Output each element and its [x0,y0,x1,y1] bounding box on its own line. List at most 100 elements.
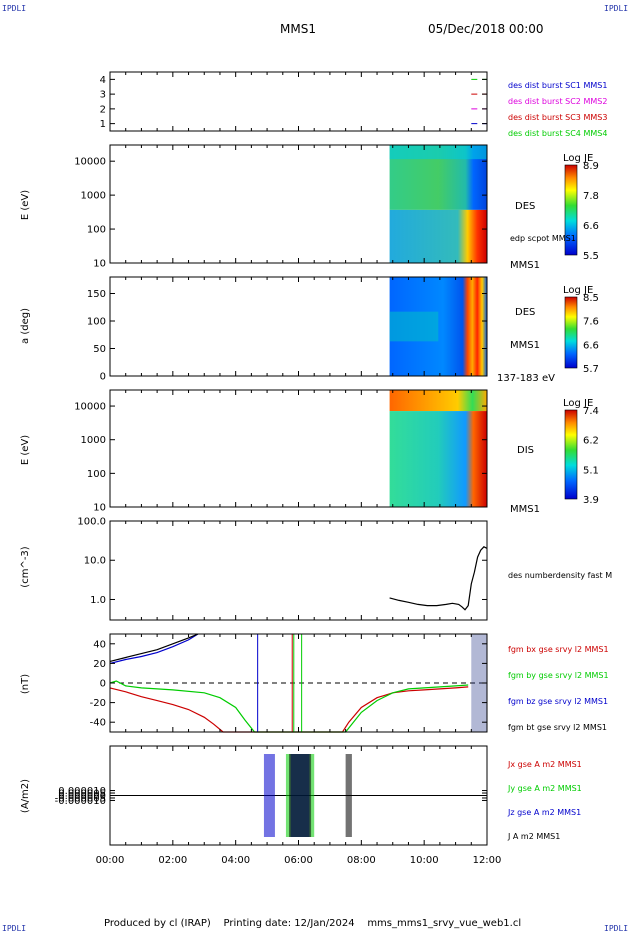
x-tick-label: 04:00 [221,855,250,866]
current-burst [263,754,275,837]
ylabel-density: (cm^-3) [20,546,31,587]
legend-entry: fgm bx gse srvy l2 MMS1 [508,645,609,654]
heatmap-band-top [389,145,487,160]
colorbar-tick-label: 8.9 [583,161,599,172]
y-tick-label: 10000 [74,402,106,413]
colorbar-tick-label: 8.5 [583,293,599,304]
x-tick-label: 06:00 [284,855,313,866]
y-tick-label: -20 [90,698,106,709]
colorbar-tick-label: 6.6 [583,221,599,232]
y-tick-label: 0.000010 [58,786,106,797]
des_pitch-colorbar: Log JE8.5 7.6 6.6 5.7 [563,285,599,375]
des-pitch-sublabel: MMS1 [510,340,540,351]
panel-current: Jx gse A m2 MMS1 Jy gse A m2 MMS1 Jz gse A… [55,745,582,846]
footer: Produced by cl (IRAP) Printing date: 12/… [104,918,521,929]
y-tick-label: 0 [100,372,106,383]
y-tick-label: 40 [93,639,106,650]
footer-produced-by: Produced by cl (IRAP) [104,918,211,929]
panel-des_pitch: Log JE8.5 7.6 6.6 5.7 0 50 100 150 [87,276,599,383]
des-energy-overlay-label: edp scpot MMS1 [510,234,576,243]
legend-entry: fgm bz gse srvy l2 MMS1 [508,697,608,706]
legend-entry: des dist burst SC1 MMS1 [508,81,607,90]
y-tick-label: 100 [87,317,106,328]
y-tick-label: 10 [93,503,106,514]
current-xticks [109,746,488,845]
y-tick-label: 2 [100,104,106,115]
dis_energy-heatmap [389,390,487,507]
legend-entry: fgm bt gse srvy l2 MMS1 [508,723,607,732]
corner-label-bl: IPDLI [2,924,27,933]
heatmap-band-lower [389,411,487,507]
legend-entry: des numberdensity fast M [508,571,612,580]
bfield-yticks: -40 -20 0 20 40 [90,639,487,729]
colorbar-gradient [564,164,578,256]
y-tick-label: 1000 [81,191,106,202]
legend-entry: Jz gse A m2 MMS1 [507,808,581,817]
heatmap-band-lower [389,209,487,263]
x-axis-labels: 00:00 02:00 04:00 06:00 08:00 10:00 12:00 [96,855,502,866]
y-tick-label: 50 [93,344,106,355]
legend-entry: Jx gse A m2 MMS1 [507,760,582,769]
legend-entry: des dist burst SC4 MMS4 [508,129,607,138]
spacecraft-title: MMS1 [280,22,316,36]
current-burst [345,754,352,837]
colorbar-tick-label: 3.9 [583,495,599,506]
y-tick-label: 10 [93,259,106,270]
density-yticks: 1.0 10.0 100.0 [77,517,487,606]
colorbar-tick-label: 6.6 [583,340,599,351]
colorbar-gradient [564,409,578,500]
x-tick-label: 12:00 [473,855,502,866]
colorbar-tick-label: 6.2 [583,436,599,447]
legend-entry: J A m2 MMS1 [507,832,560,841]
y-tick-label: 1.0 [90,595,106,606]
des_energy-yticks: 10 100 1000 10000 [74,157,487,270]
x-tick-label: 00:00 [96,855,125,866]
colorbar-tick-label: 5.7 [583,364,599,375]
legend-entry: des dist burst SC3 MMS3 [508,113,607,122]
panel-right-labels: DES edp scpot MMS1 MMS1 DES MMS1 137-183… [497,201,576,515]
dis-energy-sublabel: MMS1 [510,504,540,515]
colorbar-title: Log JE [563,153,593,164]
y-tick-label: 0 [100,679,106,690]
colorbar-gradient [564,296,578,369]
y-tick-label: -0.000010 [55,796,106,807]
series-line [109,633,199,664]
des_pitch-yticks: 0 50 100 150 [87,289,487,383]
legend-entry: des dist burst SC2 MMS2 [508,97,607,106]
y-axis-labels: E (eV) a (deg) E (eV) (cm^-3) (nT) (A/m2… [20,190,31,813]
panel-dis_energy: Log JE7.4 6.2 5.1 3.9 10 100 1000 10000 [74,389,599,514]
y-tick-label: 1000 [81,435,106,446]
x-tick-label: 02:00 [158,855,187,866]
dis_energy-xticks [109,390,488,507]
des_energy-colorbar: Log JE8.9 7.8 6.6 5.5 [563,153,599,262]
dis_energy-colorbar: Log JE7.4 6.2 5.1 3.9 [563,398,599,506]
y-tick-label: -40 [90,718,106,729]
y-tick-label: 100.0 [77,517,106,528]
ylabel-des-pitch: a (deg) [20,308,31,344]
legend-entry: fgm by gse srvy l2 MMS1 [508,671,609,680]
des_pitch-xticks [109,277,488,376]
series-line [389,546,488,611]
y-tick-label: 10000 [74,157,106,168]
x-tick-label: 08:00 [347,855,376,866]
heatmap-band-top [389,390,487,412]
y-tick-label: 150 [87,289,106,300]
colorbar-tick-label: 7.8 [583,191,599,202]
des_pitch-heatmap [389,277,487,376]
colorbar-title: Log JE [563,285,593,296]
series-line [109,680,469,733]
des_energy-xticks [109,145,488,263]
colorbar-tick-label: 5.1 [583,465,599,476]
panel-density: des numberdensity fast M 1.0 10.0 100.0 [77,517,612,621]
corner-label-br: IPDLI [604,924,629,933]
y-tick-label: -0.000005 [55,793,106,804]
current-yticks: -0.000010-0.0000050.0000000.0000050.0000… [55,786,487,807]
colorbar-title: Log JE [563,398,593,409]
ylabel-des-energy: E (eV) [20,190,31,220]
colorbar-tick-label: 5.5 [583,251,599,262]
des-pitch-energy-range: 137-183 eV [497,373,555,384]
des-energy-sublabel: MMS1 [510,260,540,271]
ylabel-current: (A/m2) [20,779,31,813]
y-tick-label: 1 [100,119,106,130]
